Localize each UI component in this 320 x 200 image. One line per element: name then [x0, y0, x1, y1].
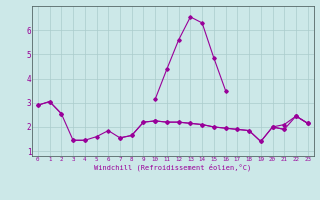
X-axis label: Windchill (Refroidissement éolien,°C): Windchill (Refroidissement éolien,°C) — [94, 163, 252, 171]
